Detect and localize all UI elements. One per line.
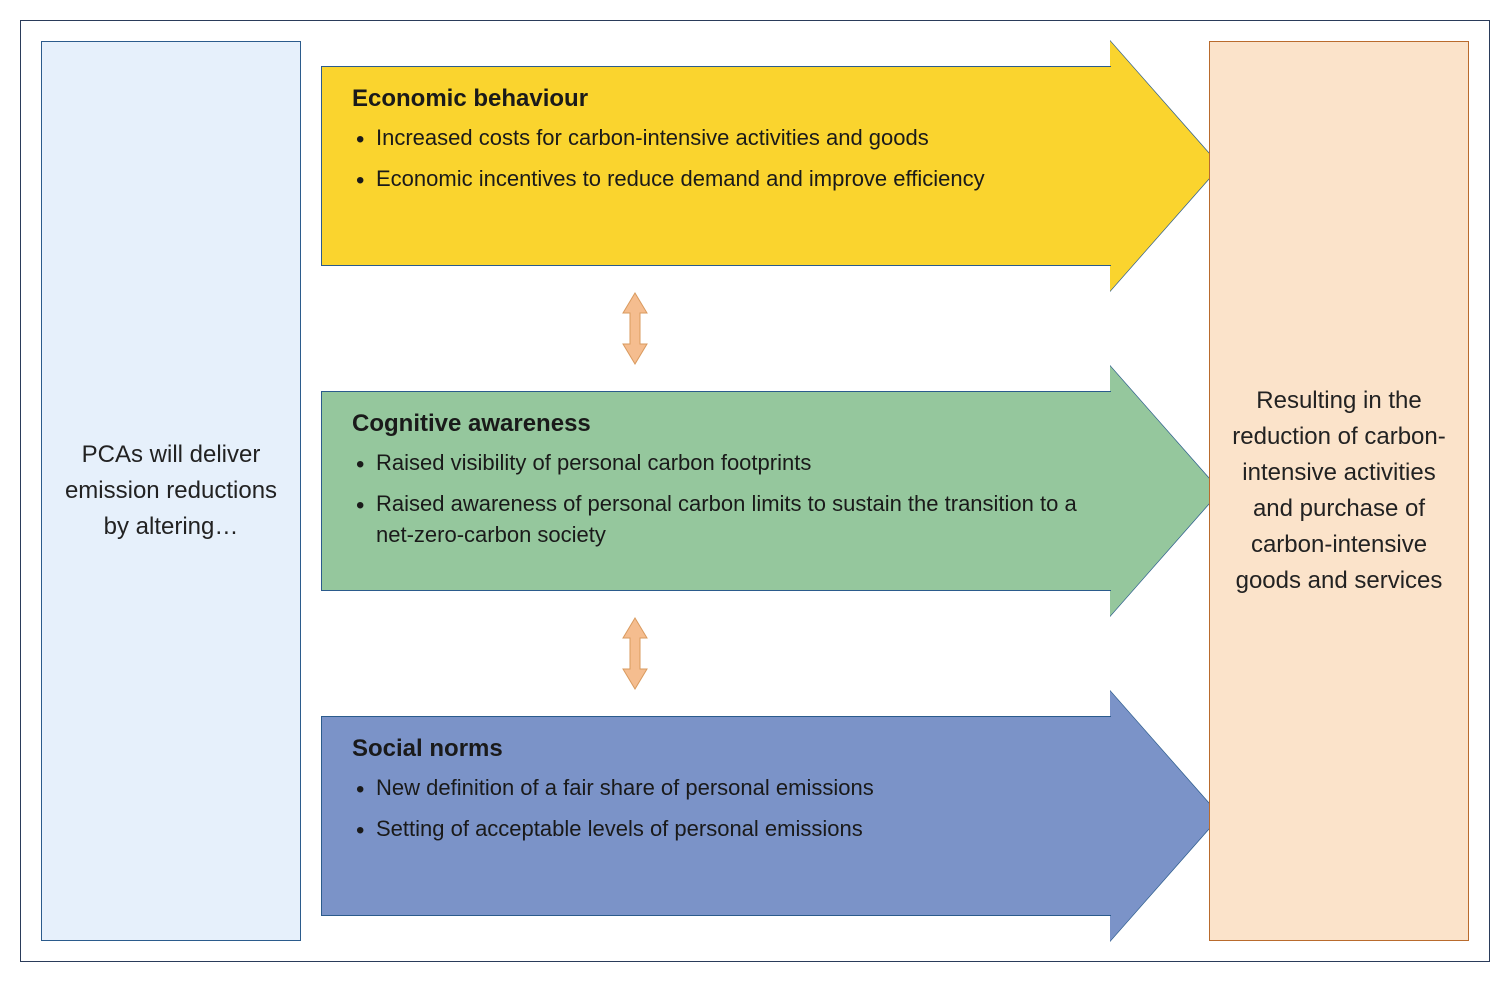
arrow-shaft: Social norms New definition of a fair sh… [321,716,1111,916]
arrow-social: Social norms New definition of a fair sh… [321,691,1221,941]
bullet: Setting of acceptable levels of personal… [352,814,1091,845]
flowchart-diagram: PCAs will deliver emission reductions by… [20,20,1490,962]
arrow-bullets: Raised visibility of personal carbon foo… [352,448,1091,550]
double-arrow-icon [621,616,649,691]
arrow-economic: Economic behaviour Increased costs for c… [321,41,1221,291]
arrow-shaft: Economic behaviour Increased costs for c… [321,66,1111,266]
input-box: PCAs will deliver emission reductions by… [41,41,301,941]
arrow-title: Cognitive awareness [352,410,1091,438]
bullet: Raised awareness of personal carbon limi… [352,489,1091,551]
arrow-title: Economic behaviour [352,85,1091,113]
arrow-cognitive: Cognitive awareness Raised visibility of… [321,366,1221,616]
bullet: Increased costs for carbon-intensive act… [352,123,1091,154]
arrow-bullets: New definition of a fair share of person… [352,773,1091,845]
arrow-title: Social norms [352,735,1091,763]
connector-2 [321,616,1221,691]
arrow-head [1110,691,1220,941]
arrows-column: Economic behaviour Increased costs for c… [321,41,1221,941]
arrow-head [1110,41,1220,291]
connector-1 [321,291,1221,366]
arrow-shaft: Cognitive awareness Raised visibility of… [321,391,1111,591]
bullet: New definition of a fair share of person… [352,773,1091,804]
arrow-head [1110,366,1220,616]
arrow-bullets: Increased costs for carbon-intensive act… [352,123,1091,195]
output-box-text: Resulting in the reduction of carbon-int… [1230,383,1448,599]
bullet: Raised visibility of personal carbon foo… [352,448,1091,479]
double-arrow-icon [621,291,649,366]
input-box-text: PCAs will deliver emission reductions by… [62,437,280,545]
output-box: Resulting in the reduction of carbon-int… [1209,41,1469,941]
bullet: Economic incentives to reduce demand and… [352,164,1091,195]
